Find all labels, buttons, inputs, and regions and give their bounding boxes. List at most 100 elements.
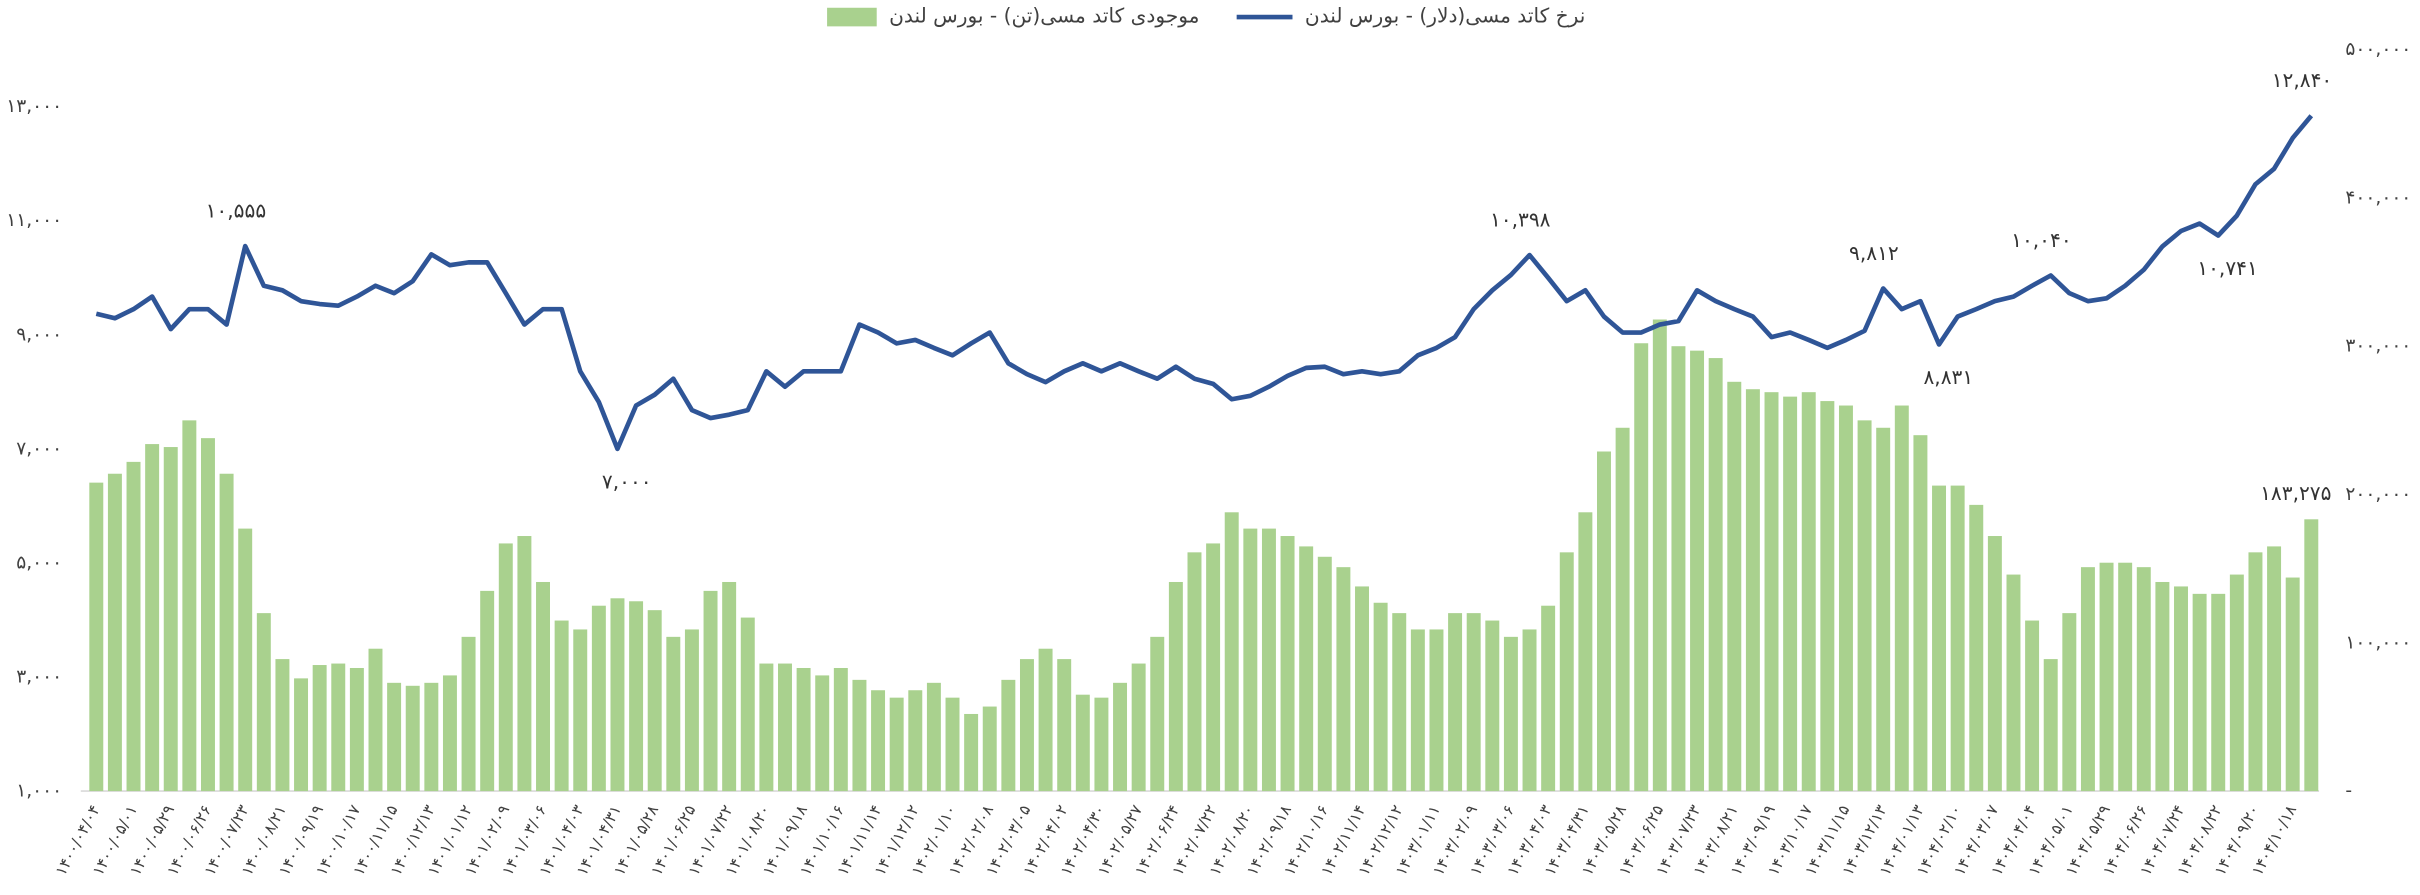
bar: [1913, 435, 1928, 792]
bar: [1652, 319, 1667, 792]
bar: [2136, 567, 2151, 792]
bar: [517, 536, 532, 792]
data-label: ۷,۰۰۰: [602, 469, 652, 493]
bar: [498, 543, 513, 792]
bar: [238, 528, 253, 792]
bar: [1113, 682, 1128, 792]
bar: [2285, 577, 2300, 792]
data-label: ۱۸۳,۲۷۵: [2260, 481, 2331, 505]
bar: [666, 636, 681, 792]
bar: [1224, 512, 1239, 792]
bar: [1950, 485, 1965, 792]
bar: [2267, 546, 2282, 792]
y-tick-label: ۱۳,۰۰۰: [6, 96, 62, 117]
bar: [889, 697, 904, 792]
bar: [294, 678, 309, 792]
bar: [1057, 659, 1072, 792]
bar: [1764, 392, 1779, 792]
bar: [1597, 451, 1611, 792]
data-label: ۱۰,۰۴۰: [2011, 228, 2072, 252]
bar: [2211, 593, 2226, 792]
bar: [1578, 512, 1593, 792]
bar: [1448, 613, 1463, 792]
y2-tick-label: ۵۰۰,۰۰۰: [2345, 39, 2411, 60]
bar: [1857, 420, 1872, 792]
bar: [759, 663, 774, 792]
bar: [1522, 629, 1537, 792]
bar: [1466, 613, 1481, 792]
bar: [424, 682, 439, 792]
y-tick-label: ۳,۰۰۰: [16, 667, 62, 688]
bar: [591, 605, 606, 792]
bar: [740, 617, 755, 792]
bar: [1690, 350, 1705, 792]
bar: [219, 473, 234, 792]
y2-tick-label: -: [2345, 781, 2352, 802]
bar: [126, 461, 141, 792]
data-label: ۱۰,۵۵۵: [206, 198, 267, 222]
bar: [1392, 613, 1407, 792]
bar: [1969, 504, 1984, 792]
bar: [312, 665, 327, 792]
bar: [1727, 381, 1742, 792]
bar: [1894, 405, 1909, 792]
data-label: ۱۲,۸۴۰: [2272, 68, 2333, 92]
bar: [982, 706, 997, 792]
bar: [1410, 629, 1425, 792]
bar: [1615, 427, 1630, 792]
bar: [1355, 586, 1369, 792]
bar: [2192, 593, 2207, 792]
bar: [480, 590, 495, 792]
y-tick-label: ۵,۰۰۰: [16, 552, 62, 573]
bar: [1801, 392, 1816, 792]
bar: [2174, 586, 2188, 792]
bar: [684, 629, 699, 792]
bar: [871, 690, 886, 792]
bar: [852, 679, 867, 792]
bar: [2099, 562, 2114, 792]
bar: [2155, 581, 2170, 792]
bar: [610, 598, 625, 792]
bar: [703, 590, 718, 792]
bar: [629, 601, 644, 792]
bar: [1876, 427, 1891, 792]
bar: [2025, 620, 2040, 792]
bar: [1485, 620, 1500, 792]
bar: [1503, 636, 1518, 792]
bar: [1261, 528, 1276, 792]
bar: [1317, 556, 1332, 792]
bar: [349, 667, 364, 792]
bar: [2062, 613, 2077, 792]
bar: [1094, 697, 1109, 792]
bar: [647, 610, 662, 792]
y-tick-label: ۱۱,۰۰۰: [6, 210, 62, 231]
bar: [461, 636, 476, 792]
bar: [926, 682, 941, 792]
bar: [2118, 562, 2133, 792]
bar: [1987, 536, 2002, 792]
bar: [1932, 485, 1947, 792]
data-label: ۹,۸۱۲: [1849, 241, 1899, 265]
legend-label: نرخ کاتد مسی(دلار) - بورس لندن: [1305, 4, 1585, 28]
bar: [1299, 546, 1314, 792]
bar: [1038, 648, 1053, 792]
bar: [2080, 567, 2095, 792]
bar: [1783, 396, 1798, 792]
bar: [182, 420, 197, 792]
bar: [256, 613, 271, 792]
y2-tick-label: ۳۰۰,۰۰۰: [2345, 336, 2411, 357]
bar: [163, 447, 178, 792]
bar: [1150, 636, 1165, 792]
bar: [1280, 536, 1295, 792]
bar: [1075, 694, 1090, 792]
bar: [1820, 401, 1835, 792]
y2-tick-label: ۱۰۰,۰۰۰: [2345, 632, 2411, 653]
bar: [1243, 528, 1258, 792]
y-tick-label: ۹,۰۰۰: [16, 324, 62, 345]
bar: [1187, 552, 1202, 792]
bar: [387, 682, 402, 792]
bar: [1206, 543, 1221, 792]
bar: [815, 675, 830, 792]
bar: [331, 663, 346, 792]
